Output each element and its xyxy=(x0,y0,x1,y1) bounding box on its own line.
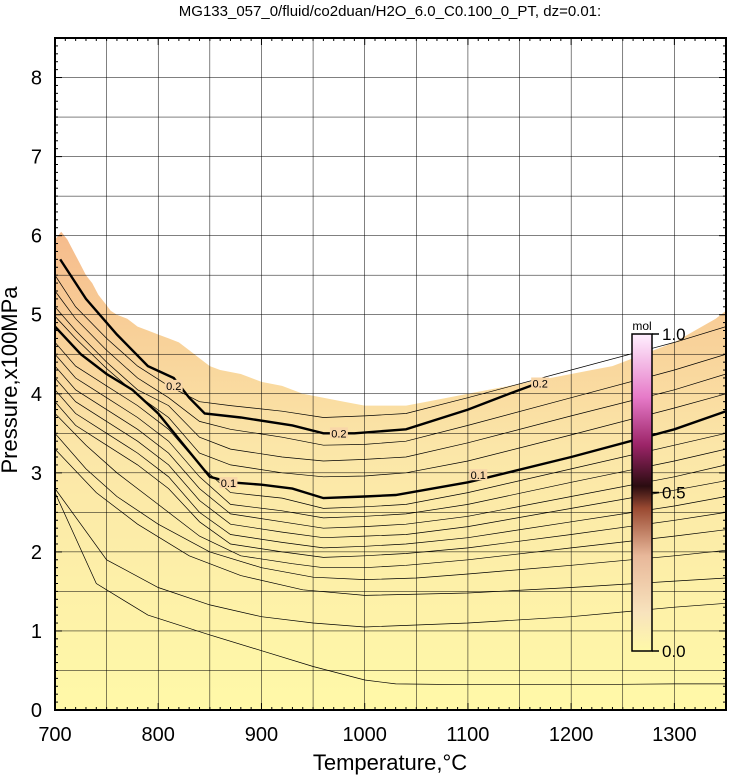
y-tick-label: 3 xyxy=(31,463,42,485)
contour-label-bg xyxy=(531,377,550,389)
contour-line xyxy=(55,353,726,519)
frame-ticks xyxy=(54,37,727,711)
y-tick-label: 0 xyxy=(31,700,42,722)
y-tick-label: 1 xyxy=(31,621,42,643)
x-tick-label: 900 xyxy=(245,724,278,746)
plot-frame xyxy=(54,37,727,711)
plot-area: 0.2 0.2 0.2 0.1 0.1 xyxy=(55,38,726,710)
chart-title: MG133_057_0/fluid/co2duan/H2O_6.0_C0.100… xyxy=(179,3,601,20)
contour-line xyxy=(55,413,726,569)
y-tick-label: 7 xyxy=(31,147,42,169)
x-axis-label: Temperature,°C xyxy=(313,750,467,775)
x-tick-label: 800 xyxy=(142,724,175,746)
colorbar-tick-label: 1.0 xyxy=(662,325,686,344)
colorbar-tick-label: 0.0 xyxy=(662,642,686,661)
x-tick-label: 1100 xyxy=(446,724,489,746)
x-tick-label: 1300 xyxy=(652,724,697,746)
contour-line xyxy=(55,389,726,549)
contour-line xyxy=(55,365,726,529)
contour-line xyxy=(55,448,726,596)
y-tick-labels: 0 1 2 3 4 5 6 7 8 xyxy=(31,68,42,722)
contour-line xyxy=(55,492,726,686)
contour-line xyxy=(55,488,726,628)
contour-line xyxy=(55,377,726,539)
x-tick-label: 700 xyxy=(38,724,71,746)
contour-label: 0.1 xyxy=(471,470,486,482)
grid-lines xyxy=(55,38,726,710)
contour-label-bg xyxy=(164,379,183,391)
contour-label: 0.2 xyxy=(533,378,548,390)
contour-line xyxy=(55,401,726,558)
contour-label-bg xyxy=(219,477,238,489)
contour-line xyxy=(55,342,726,509)
thin-contours xyxy=(55,275,726,686)
contour-label: 0.2 xyxy=(331,428,346,440)
contour-line-0.1 xyxy=(55,325,726,500)
x-tick-labels: 700 800 900 1000 1100 1200 1300 xyxy=(38,724,696,746)
contour-line-0.2 xyxy=(59,258,536,435)
y-tick-label: 6 xyxy=(31,226,42,248)
colorbar-unit: mol xyxy=(632,319,651,333)
contour-line xyxy=(55,306,726,462)
x-tick-label: 1000 xyxy=(342,724,387,746)
contour-line xyxy=(55,433,726,580)
bold-contours: 0.2 0.2 0.2 0.1 0.1 xyxy=(55,258,726,500)
colorbar: mol 0.0 0.5 1.0 xyxy=(631,319,686,661)
colorbar-gradient xyxy=(631,333,653,652)
y-axis-label: Pressure,x100MPa xyxy=(0,286,22,474)
contour-line xyxy=(55,290,726,446)
y-tick-label: 5 xyxy=(31,305,42,327)
contour-label-bg xyxy=(329,427,348,439)
colorbar-tick-label: 0.5 xyxy=(662,484,686,503)
x-tick-label: 1200 xyxy=(549,724,594,746)
colorbar-ticks: 0.0 0.5 1.0 xyxy=(652,325,686,661)
y-tick-label: 8 xyxy=(31,68,42,90)
y-tick-label: 4 xyxy=(31,384,42,406)
y-tick-label: 2 xyxy=(31,542,42,564)
filled-field xyxy=(55,231,726,710)
contour-label: 0.1 xyxy=(221,478,236,490)
contour-label: 0.2 xyxy=(166,381,181,393)
contour-line xyxy=(55,316,726,478)
contour-label-bg xyxy=(469,469,488,481)
